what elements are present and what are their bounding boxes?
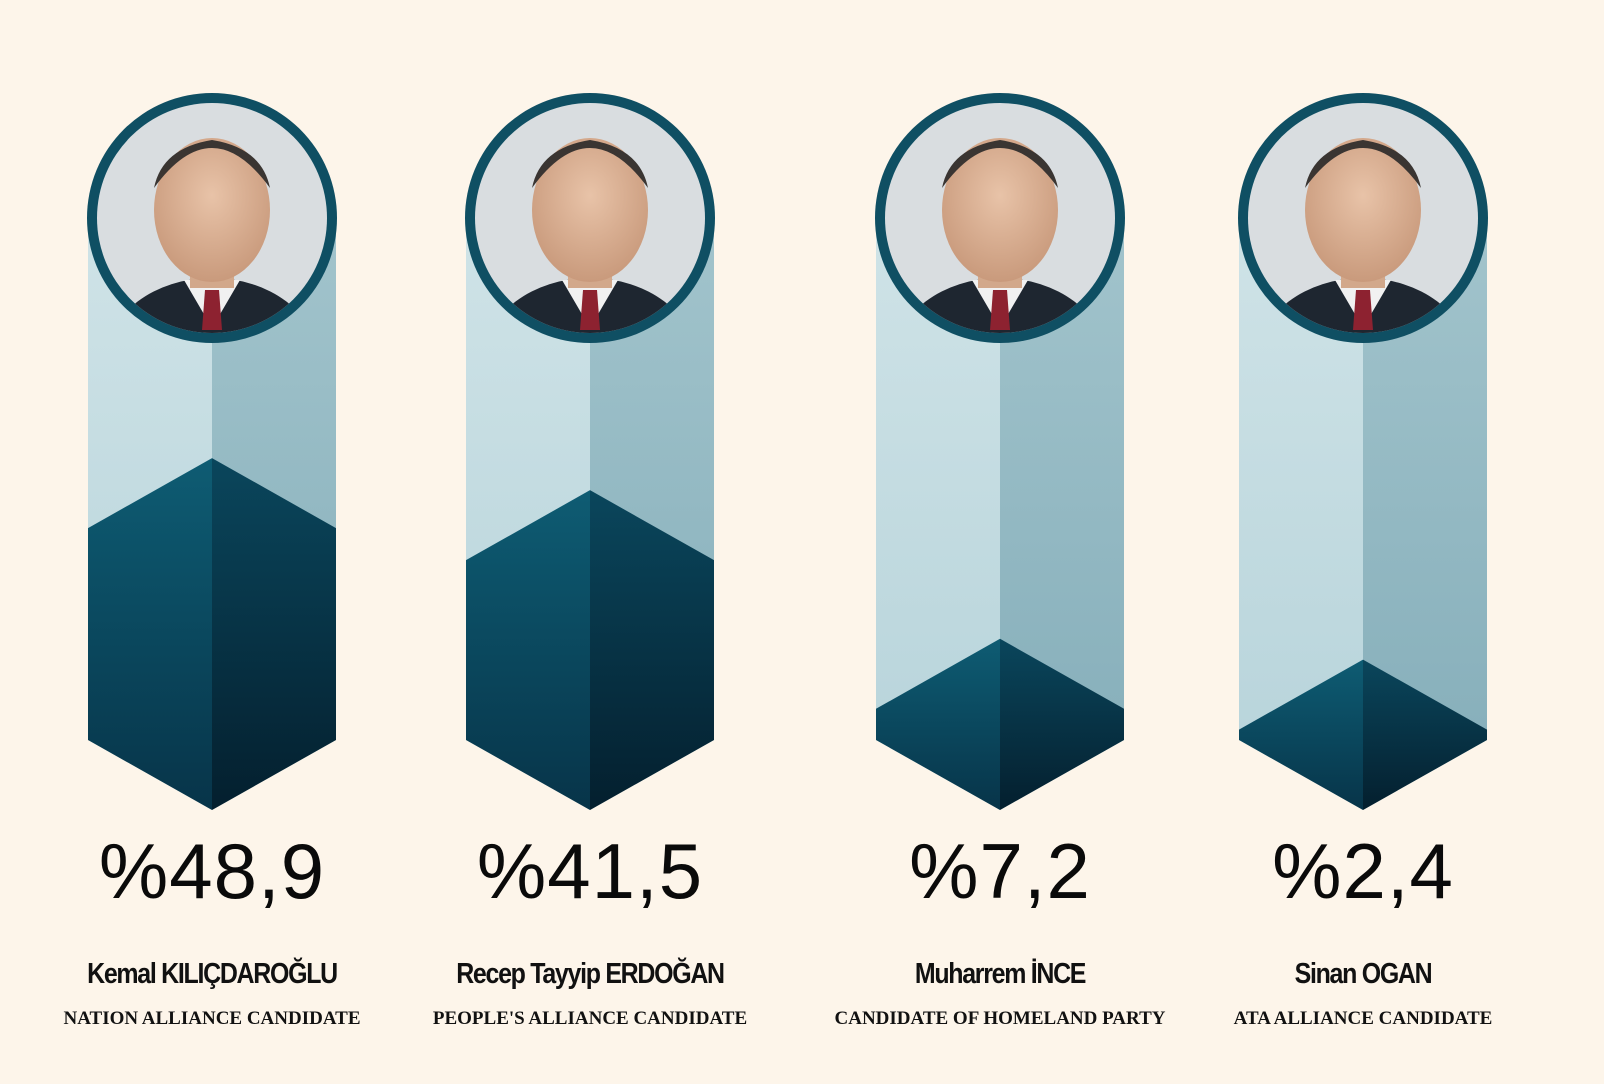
- portrait-tie: [1353, 290, 1373, 330]
- portrait-icon: [465, 93, 715, 343]
- bar-group: [465, 93, 715, 810]
- column-background-right: [1363, 215, 1487, 810]
- portrait-icon: [87, 93, 337, 343]
- bar-shade: [212, 458, 336, 810]
- tick-label: Sinan OGAN: [1294, 958, 1433, 990]
- bar: [88, 458, 212, 810]
- data-label: %7,2: [909, 827, 1091, 915]
- portrait-face: [1305, 138, 1421, 282]
- portrait-tie: [202, 290, 222, 330]
- portrait-suit: [485, 278, 695, 333]
- tick-label: Muharrem İNCE: [914, 958, 1087, 990]
- bar-group: [87, 93, 337, 810]
- portrait-tie: [990, 290, 1010, 330]
- portrait-hair: [532, 140, 648, 188]
- candidate-subtitle: CANDIDATE OF HOMELAND PARTY: [834, 1008, 1166, 1029]
- portrait-suit: [107, 278, 317, 333]
- bar-shade: [1363, 659, 1487, 810]
- tick-label: Recep Tayyip ERDOĞAN: [456, 958, 725, 990]
- portrait-face: [942, 138, 1058, 282]
- portrait-hair: [942, 140, 1058, 188]
- bar-group: [1238, 93, 1488, 810]
- bar: [466, 490, 590, 810]
- portrait-face: [154, 138, 270, 282]
- candidate-subtitle: ATA ALLIANCE CANDIDATE: [1233, 1008, 1493, 1029]
- portrait-hair: [154, 140, 270, 188]
- bar-shade: [590, 490, 714, 810]
- column-background-left: [1239, 215, 1363, 810]
- portrait-suit: [1258, 278, 1468, 333]
- portrait-suit: [895, 278, 1105, 333]
- tick-label: Kemal KILIÇDAROĞLU: [87, 958, 338, 990]
- data-label: %41,5: [476, 827, 704, 915]
- candidate-subtitle: PEOPLE'S ALLIANCE CANDIDATE: [432, 1008, 748, 1029]
- portrait-icon: [1238, 93, 1488, 343]
- data-label: %48,9: [98, 827, 326, 915]
- bar: [1239, 659, 1363, 810]
- bar-shade: [1000, 638, 1124, 810]
- portrait-face: [532, 138, 648, 282]
- candidate-subtitle: NATION ALLIANCE CANDIDATE: [63, 1008, 361, 1029]
- portrait-hair: [1305, 140, 1421, 188]
- portrait-icon: [875, 93, 1125, 343]
- portrait-tie: [580, 290, 600, 330]
- bar-group: [875, 93, 1125, 810]
- bar: [876, 638, 1000, 810]
- data-label: %2,4: [1272, 827, 1454, 915]
